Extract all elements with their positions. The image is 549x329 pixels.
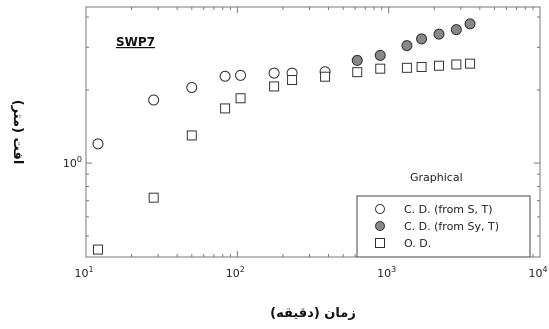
data-point-od [235, 93, 246, 104]
x-tick-label: 101 [74, 265, 93, 280]
data-point-od [401, 62, 412, 73]
data-point-cd-st [92, 138, 104, 150]
data-point-od [465, 58, 476, 69]
well-label: SWP7 [116, 35, 155, 49]
data-point-od [220, 103, 231, 114]
y-axis-title: افت (متر) [10, 100, 25, 165]
data-point-od [186, 130, 197, 141]
method-label: Graphical [410, 171, 463, 184]
data-point-cd-st [268, 67, 280, 79]
x-tick-label: 103 [377, 265, 396, 280]
y-axis-ticks [86, 16, 540, 237]
data-markers [92, 18, 476, 255]
legend-label-od: O. D. [404, 237, 431, 250]
legend-label-cd-st: C. D. (from S, T) [404, 203, 493, 216]
data-point-cd-syt [401, 40, 413, 52]
legend-box [356, 195, 531, 258]
data-point-od [92, 244, 103, 255]
data-point-cd-syt [450, 24, 462, 36]
legend: C. D. (from S, T) C. D. (from Sy, T) O. … [356, 195, 531, 258]
data-point-od [148, 192, 159, 203]
data-point-cd-st [219, 70, 231, 82]
data-point-od [352, 67, 363, 78]
data-point-od [320, 71, 331, 82]
legend-marker-od [375, 238, 385, 248]
data-point-od [416, 61, 427, 72]
data-point-od [433, 60, 444, 71]
data-point-od [451, 59, 462, 70]
data-point-od [269, 81, 280, 92]
data-point-od [287, 75, 298, 86]
x-axis-tick-labels: 101 102 103 104 [74, 265, 547, 280]
data-point-cd-st [235, 69, 247, 81]
data-point-cd-syt [374, 49, 386, 61]
data-point-cd-st [186, 81, 198, 93]
x-axis-title: زمان (دقیقه) [270, 306, 356, 321]
data-point-cd-syt [464, 18, 476, 30]
y-axis-tick-labels: 100 [63, 155, 82, 170]
x-tick-label: 102 [226, 265, 245, 280]
data-point-cd-syt [433, 28, 445, 40]
legend-label-cd-syt: C. D. (from Sy, T) [404, 220, 499, 233]
legend-marker-cd-syt [375, 221, 385, 231]
data-point-od [375, 63, 386, 74]
data-point-cd-st [148, 94, 160, 106]
data-point-cd-syt [416, 33, 428, 45]
data-point-cd-syt [351, 54, 363, 66]
x-tick-label: 104 [528, 265, 547, 280]
y-tick-label: 100 [63, 155, 82, 170]
legend-marker-cd-st [375, 204, 385, 214]
